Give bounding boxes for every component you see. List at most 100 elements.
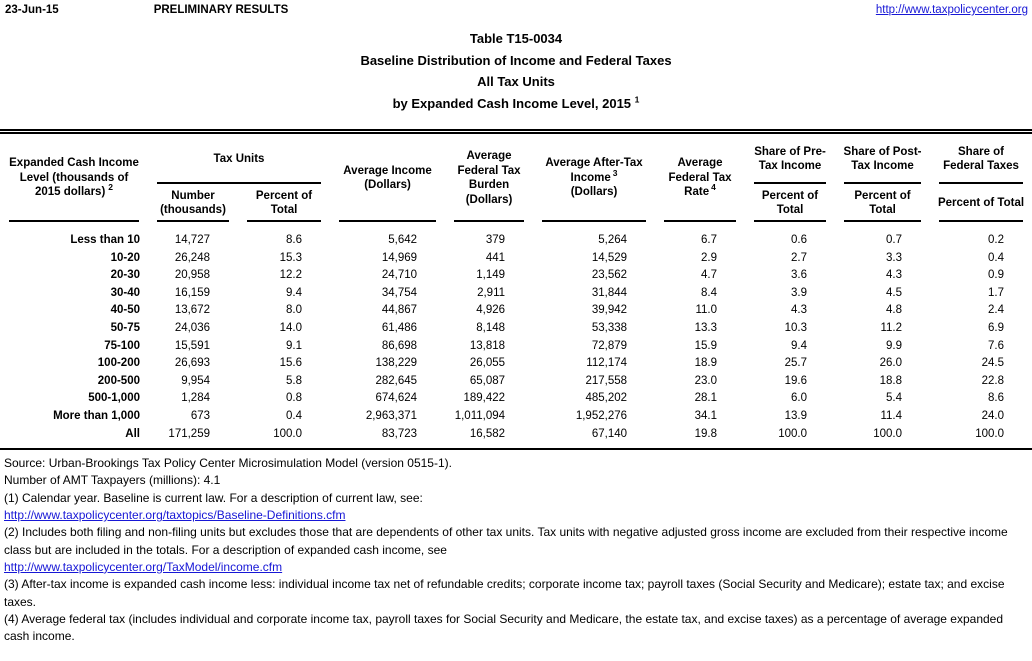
cell: 61,486 <box>381 321 418 334</box>
cell: 11.0 <box>695 304 718 317</box>
taxpolicycenter-link[interactable]: http://www.taxpolicycenter.org <box>875 4 1028 16</box>
cell: 72,879 <box>591 339 628 352</box>
cell: 100.0 <box>273 427 303 440</box>
cell: 8.6 <box>286 234 303 246</box>
table-row: 200-500 9,954 5.8 282,645 65,087 217,558 23.0 1… <box>0 373 1032 391</box>
header-average-federal-tax-burden: Average Federal Tax Burden (Dollars) <box>445 134 533 222</box>
cell: 112,174 <box>586 357 628 370</box>
table-row: 50-75 24,036 14.0 61,486 8,148 53,338 13.3 10.3… <box>0 320 1032 338</box>
cell: 14,727 <box>174 234 210 246</box>
cell: 39,942 <box>591 304 628 317</box>
cell: 3.9 <box>791 286 808 299</box>
table-bottom-rule <box>0 448 1032 451</box>
cell: 19.6 <box>784 374 808 387</box>
cell: 379 <box>485 234 506 246</box>
header-number-thousands: Number (thousands) <box>148 184 238 222</box>
cell: 25.7 <box>784 357 808 370</box>
cell: 26,693 <box>174 357 210 370</box>
cell: 4.5 <box>886 286 903 299</box>
cell: 12.2 <box>279 269 303 282</box>
cell: 1,952,276 <box>575 409 628 422</box>
cell: 31,844 <box>591 286 628 299</box>
cell: 6.9 <box>988 321 1005 334</box>
row-label: 10-20 <box>110 251 140 264</box>
cell: 4.3 <box>791 304 808 317</box>
footnote-source: Source: Urban-Brookings Tax Policy Cente… <box>4 456 452 471</box>
table-subtitle-units: All Tax Units <box>477 74 555 89</box>
header-expanded-cash-income-level: Expanded Cash Income Level (thousands of… <box>0 134 148 222</box>
cell: 14,969 <box>381 251 418 264</box>
cell: 11.4 <box>880 409 903 422</box>
title-block: Table T15-0034 Baseline Distribution of … <box>0 28 1032 114</box>
cell: 100.0 <box>778 427 808 440</box>
cell: 24,036 <box>174 321 210 334</box>
row-label: 50-75 <box>110 321 140 334</box>
cell: 26.0 <box>879 357 903 370</box>
header-average-federal-tax-rate: Average Federal Tax Rate 4 <box>655 134 745 222</box>
cell: 24.5 <box>981 357 1005 370</box>
cell: 23.0 <box>694 374 718 387</box>
header-group-share-pre-tax-income: Share of Pre-Tax Income <box>745 134 835 184</box>
cell: 171,259 <box>168 427 210 440</box>
cell: 53,338 <box>591 321 628 334</box>
cell: 10.3 <box>784 321 808 334</box>
cell: 5.4 <box>886 392 903 405</box>
header-percent-of-total-units: Percent of Total <box>238 184 330 222</box>
cell: 6.0 <box>791 392 808 405</box>
row-label: More than 1,000 <box>53 409 140 422</box>
cell: 1,284 <box>181 392 210 405</box>
cell: 15.6 <box>279 357 303 370</box>
row-label: 20-30 <box>110 269 140 282</box>
cell: 19.8 <box>694 427 718 440</box>
footnote-ref-1: 1 <box>634 94 640 105</box>
footnote-2: (2) Includes both filing and non-filing … <box>4 525 1008 557</box>
cell: 674,624 <box>375 392 418 405</box>
cell: 34.1 <box>694 409 718 422</box>
header-group-share-federal-taxes: Share of Federal Taxes <box>930 134 1032 184</box>
table-row: More than 1,000 673 0.4 2,963,371 1,011,094 1… <box>0 408 1032 426</box>
cell: 1,149 <box>476 269 506 282</box>
cell: 83,723 <box>381 427 418 440</box>
cell: 26,248 <box>174 251 210 264</box>
header-percent-of-total-pre-tax: Percent of Total <box>745 184 835 222</box>
header-percent-of-total-federal-taxes: Percent of Total <box>930 184 1032 222</box>
cell: 9,954 <box>181 374 210 387</box>
cell: 14.0 <box>279 321 303 334</box>
header-average-after-tax-income: Average After-Tax Income 3 (Dollars) <box>533 134 655 222</box>
cell: 44,867 <box>381 304 418 317</box>
table-row: 100-200 26,693 15.6 138,229 26,055 112,174 18.… <box>0 355 1032 373</box>
cell: 485,202 <box>585 392 628 405</box>
top-bar: 23-Jun-15 PRELIMINARY RESULTS http://www… <box>0 0 1032 16</box>
table-row: 75-100 15,591 9.1 86,698 13,818 72,879 15.9 9.4… <box>0 338 1032 356</box>
cell: 4.3 <box>886 269 903 282</box>
cell: 2,911 <box>477 286 506 299</box>
cell: 22.8 <box>981 374 1005 387</box>
cell: 441 <box>485 251 506 264</box>
baseline-definitions-link[interactable]: http://www.taxpolicycenter.org/taxtopics… <box>4 508 346 523</box>
income-definition-link[interactable]: http://www.taxpolicycenter.org/TaxModel/… <box>4 559 283 574</box>
cell: 0.8 <box>286 392 303 405</box>
cell: 138,229 <box>375 357 418 370</box>
date-label: 23-Jun-15 <box>5 4 59 16</box>
cell: 18.9 <box>694 357 718 370</box>
cell: 67,140 <box>591 427 628 440</box>
cell: 2,963,371 <box>365 409 418 422</box>
preliminary-results-label: PRELIMINARY RESULTS <box>153 4 289 16</box>
cell: 16,582 <box>469 427 506 440</box>
cell: 8.6 <box>988 392 1005 405</box>
row-label: 75-100 <box>104 339 140 352</box>
header-average-income: Average Income (Dollars) <box>330 134 445 222</box>
cell: 6.7 <box>701 234 718 246</box>
cell: 24,710 <box>381 269 418 282</box>
cell: 9.1 <box>286 339 303 352</box>
cell: 0.4 <box>988 251 1005 264</box>
row-label: 100-200 <box>97 357 140 370</box>
cell: 26,055 <box>469 357 506 370</box>
cell: 13,672 <box>174 304 210 317</box>
cell: 8.0 <box>286 304 303 317</box>
table-row: 40-50 13,672 8.0 44,867 4,926 39,942 11.0 4.3 4.… <box>0 302 1032 320</box>
cell: 0.7 <box>886 234 903 246</box>
row-label: 40-50 <box>110 304 140 317</box>
cell: 24.0 <box>981 409 1005 422</box>
